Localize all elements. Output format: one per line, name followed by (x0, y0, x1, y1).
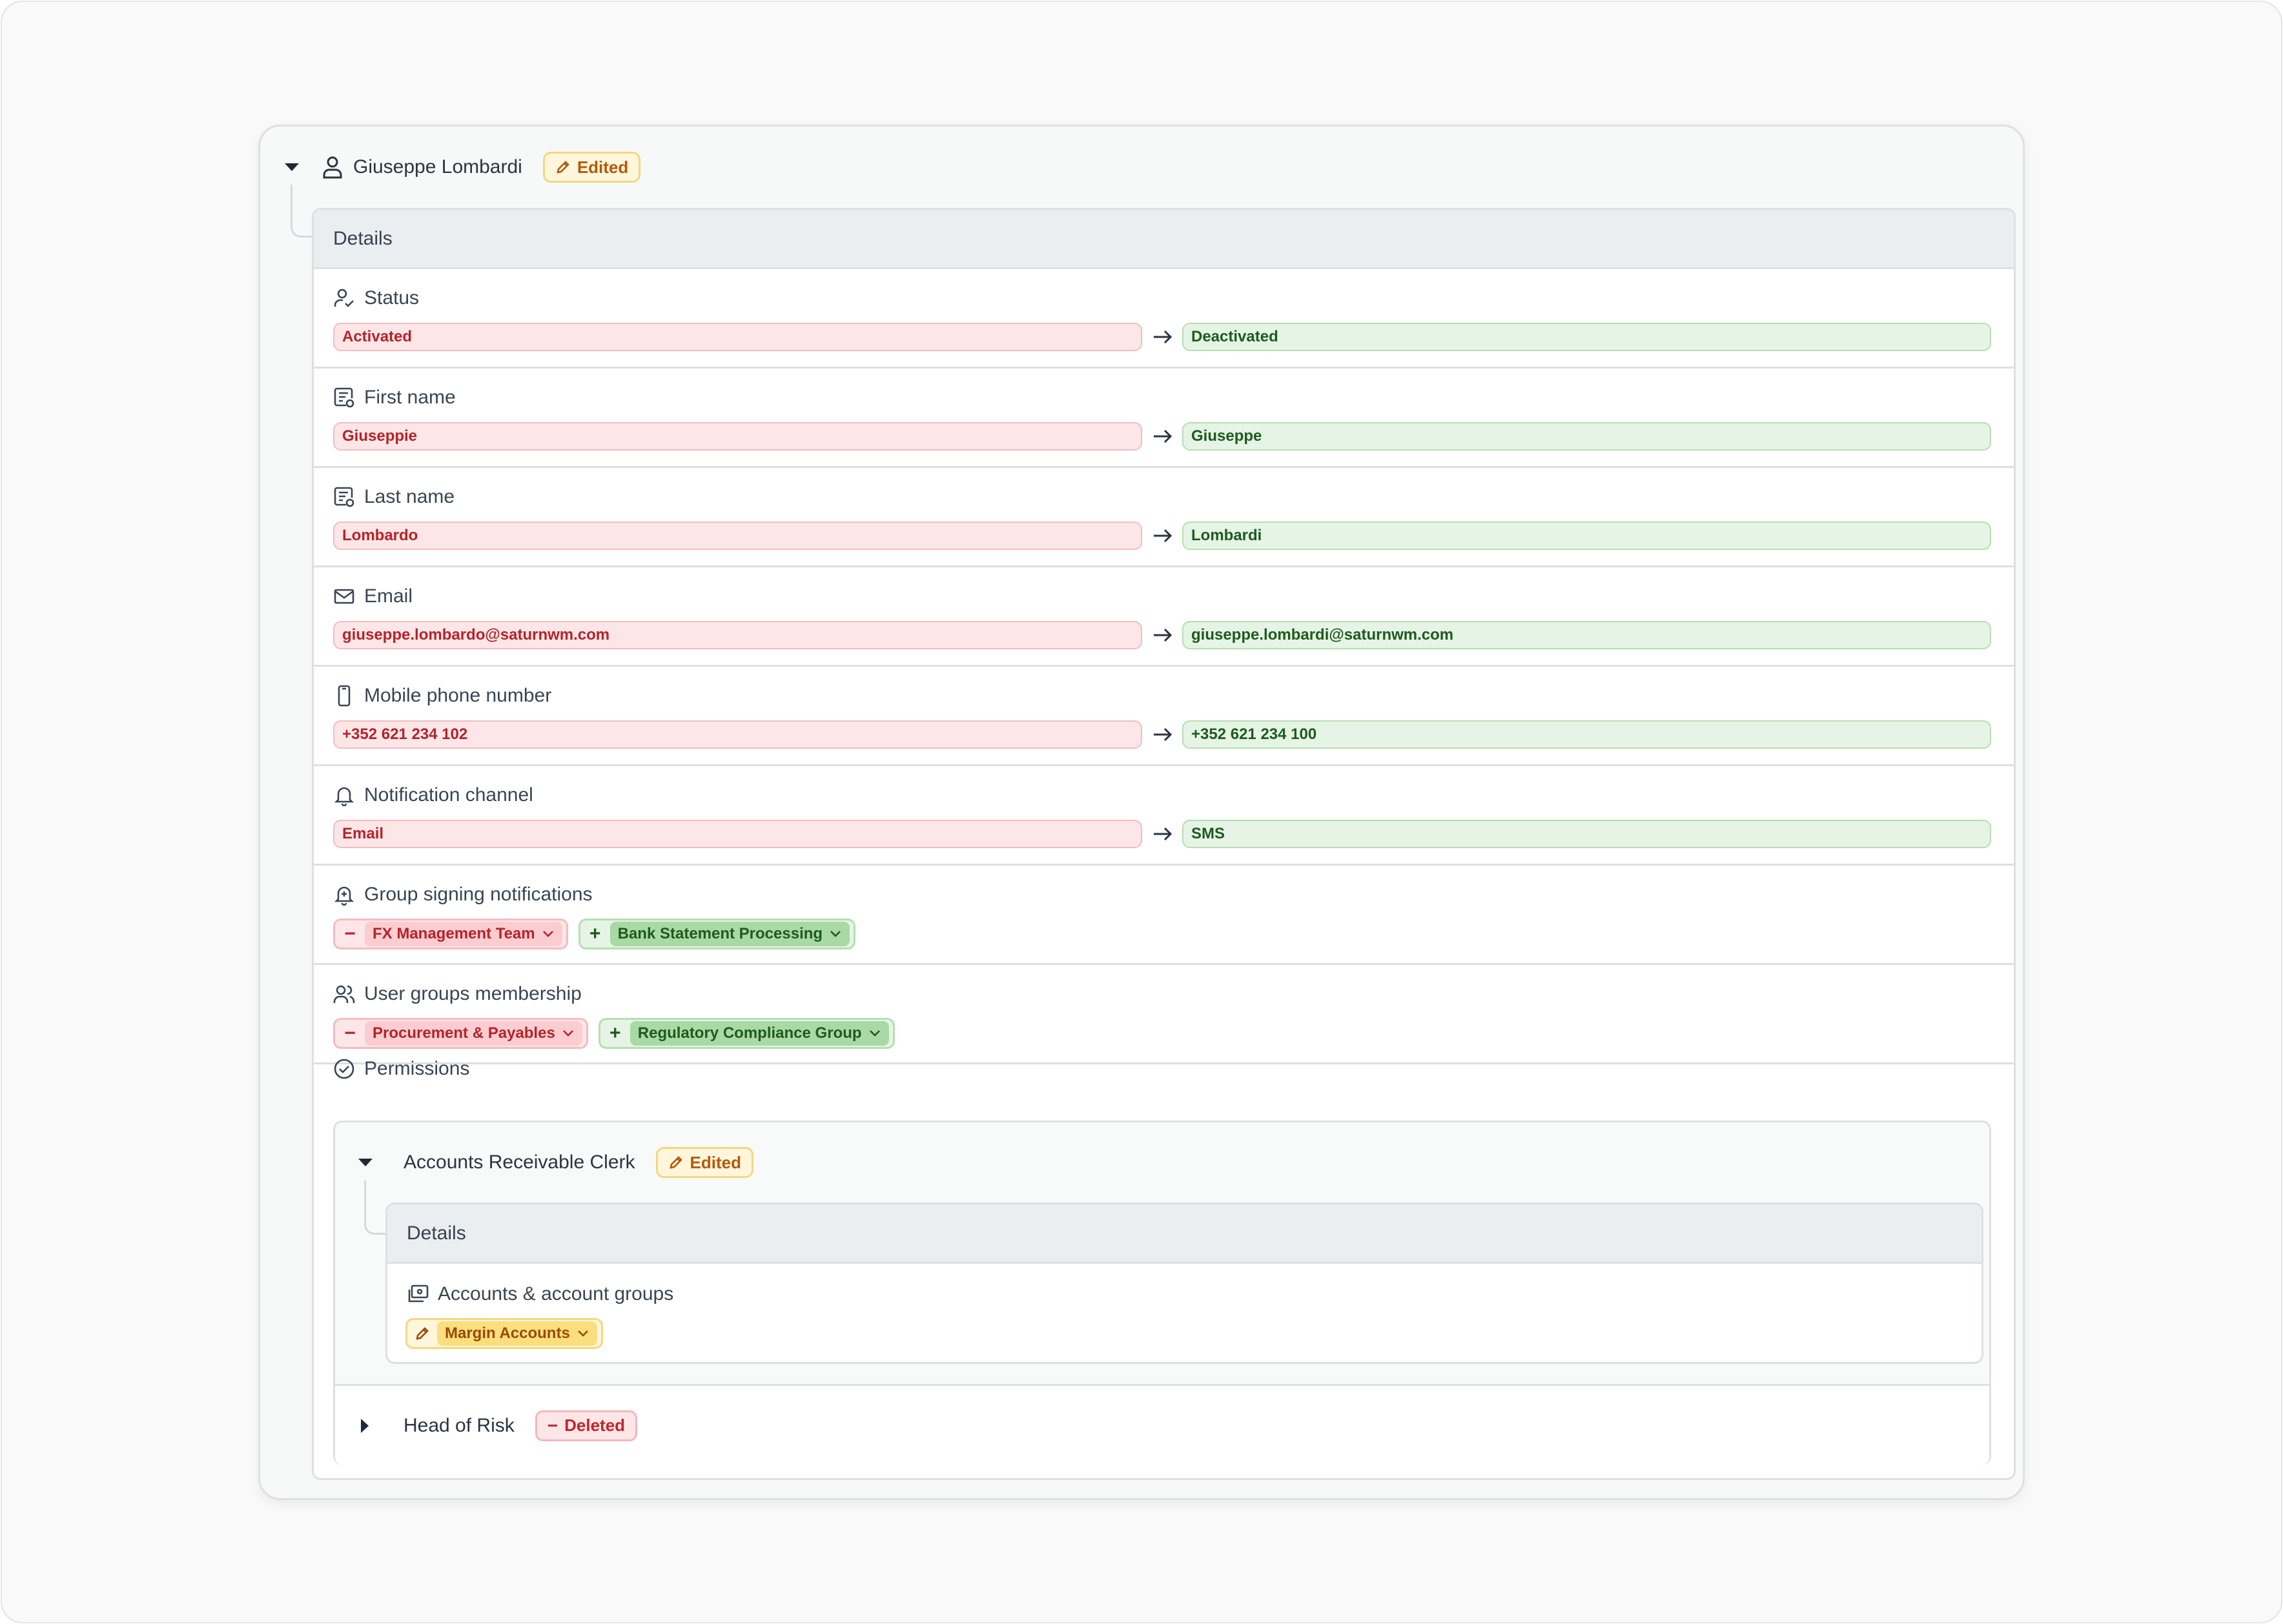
field-label: Notification channel (364, 784, 533, 806)
mail-icon (334, 589, 354, 604)
edited-badge: Edited (655, 1147, 753, 1178)
tree-connector (291, 185, 312, 238)
permissions-box: Accounts Receivable Clerk Edited Details… (333, 1121, 1991, 1465)
new-value: Giuseppe (1182, 422, 1991, 451)
user-icon (322, 156, 343, 179)
field-label: Permissions (364, 1058, 470, 1079)
expand-caret-icon[interactable] (361, 1418, 369, 1433)
field-label: Mobile phone number (364, 685, 552, 706)
edited-badge-label: Edited (690, 1152, 741, 1172)
field-row-user-groups: User groups membership − Procurement & P… (314, 965, 2014, 1064)
plus-icon: + (609, 1022, 621, 1044)
old-value: Activated (333, 323, 1142, 351)
deleted-badge-label: Deleted (564, 1416, 626, 1435)
new-value: Lombardi (1182, 522, 1991, 550)
added-group-chip[interactable]: + Regulatory Compliance Group (598, 1018, 895, 1049)
edited-badge-label: Edited (577, 157, 629, 177)
tree-connector (364, 1181, 385, 1235)
old-value: Email (333, 820, 1142, 848)
role-details-panel: Details Accounts & account groups Margin… (385, 1203, 1983, 1364)
field-row-mobile: Mobile phone number +352 621 234 102 +35… (314, 667, 2014, 766)
collapse-caret-icon[interactable] (358, 1159, 373, 1166)
collapse-caret-icon[interactable] (285, 163, 299, 171)
user-header[interactable]: Giuseppe Lombardi Edited (260, 127, 2023, 208)
chevron-down-icon (542, 931, 553, 937)
chevron-down-icon (830, 931, 841, 937)
old-value: giuseppe.lombardo@saturnwm.com (333, 621, 1142, 649)
user-name: Giuseppe Lombardi (353, 156, 522, 178)
accounts-icon (408, 1284, 429, 1303)
details-title: Details (387, 1204, 1981, 1264)
chip-label: FX Management Team (373, 925, 535, 942)
arrow-right-icon (1145, 820, 1181, 848)
new-value: SMS (1182, 820, 1991, 848)
new-value: giuseppe.lombardi@saturnwm.com (1182, 621, 1991, 649)
arrow-right-icon (1145, 422, 1181, 451)
plus-icon: + (589, 923, 601, 944)
phone-icon (338, 685, 351, 707)
field-row-status: Status Activated Deactivated (314, 269, 2014, 369)
field-label: User groups membership (364, 983, 582, 1004)
details-title: Details (314, 210, 2014, 269)
role-name: Accounts Receivable Clerk (404, 1152, 635, 1173)
field-label: Status (364, 287, 420, 309)
field-row-notification-channel: Notification channel Email SMS (314, 766, 2014, 866)
field-row-first-name: First name Giuseppie Giuseppe (314, 369, 2014, 468)
role-name: Head of Risk (404, 1414, 515, 1436)
field-row-last-name: Last name Lombardo Lombardi (314, 468, 2014, 567)
bell-icon (334, 787, 354, 806)
minus-icon: − (344, 923, 356, 944)
id-card-icon (334, 387, 354, 408)
old-value: +352 621 234 102 (333, 720, 1142, 749)
user-check-icon (334, 289, 354, 307)
chip-label: Margin Accounts (445, 1325, 570, 1342)
minus-icon: − (344, 1022, 356, 1044)
pencil-icon (557, 161, 569, 174)
user-change-card: Giuseppe Lombardi Edited Details Status … (258, 125, 2025, 1500)
removed-group-chip[interactable]: − Procurement & Payables (333, 1018, 588, 1049)
old-value: Lombardo (333, 522, 1142, 550)
chip-label: Regulatory Compliance Group (637, 1024, 862, 1042)
arrow-right-icon (1145, 522, 1181, 550)
new-value: Deactivated (1182, 323, 1991, 351)
field-row-group-signing: Group signing notifications − FX Managem… (314, 866, 2014, 965)
deleted-badge: − Deleted (535, 1410, 638, 1441)
added-group-chip[interactable]: + Bank Statement Processing (578, 919, 856, 949)
field-label: Group signing notifications (364, 884, 593, 905)
field-label: First name (364, 387, 456, 408)
pencil-icon (407, 1326, 437, 1341)
field-row-email: Email giuseppe.lombardo@saturnwm.com giu… (314, 567, 2014, 667)
users-icon (333, 985, 355, 1003)
removed-group-chip[interactable]: − FX Management Team (333, 919, 568, 949)
permissions-label: Permissions (333, 1058, 469, 1080)
arrow-right-icon (1145, 720, 1181, 749)
role-header-collapsed[interactable]: Head of Risk − Deleted (335, 1384, 1989, 1465)
chevron-down-icon (577, 1330, 588, 1337)
details-panel: Details Status Activated Deactivated Fir… (312, 208, 2016, 1480)
edited-badge: Edited (542, 152, 641, 183)
edited-account-chip[interactable]: Margin Accounts (405, 1318, 603, 1349)
chevron-down-icon (562, 1030, 573, 1037)
new-value: +352 621 234 100 (1182, 720, 1991, 749)
chip-label: Bank Statement Processing (617, 925, 823, 942)
check-circle-icon (334, 1059, 354, 1079)
chip-label: Procurement & Payables (373, 1024, 555, 1042)
old-value: Giuseppie (333, 422, 1142, 451)
chevron-down-icon (869, 1030, 880, 1037)
field-label: Email (364, 585, 413, 607)
id-card-icon (334, 487, 354, 507)
minus-icon: − (547, 1415, 558, 1436)
arrow-right-icon (1145, 323, 1181, 351)
role-header[interactable]: Accounts Receivable Clerk Edited (335, 1122, 1989, 1203)
field-label: Accounts & account groups (438, 1283, 674, 1304)
arrow-right-icon (1145, 621, 1181, 649)
bell-plus-icon (334, 886, 354, 906)
field-label: Last name (364, 486, 455, 507)
pencil-icon (669, 1156, 682, 1169)
